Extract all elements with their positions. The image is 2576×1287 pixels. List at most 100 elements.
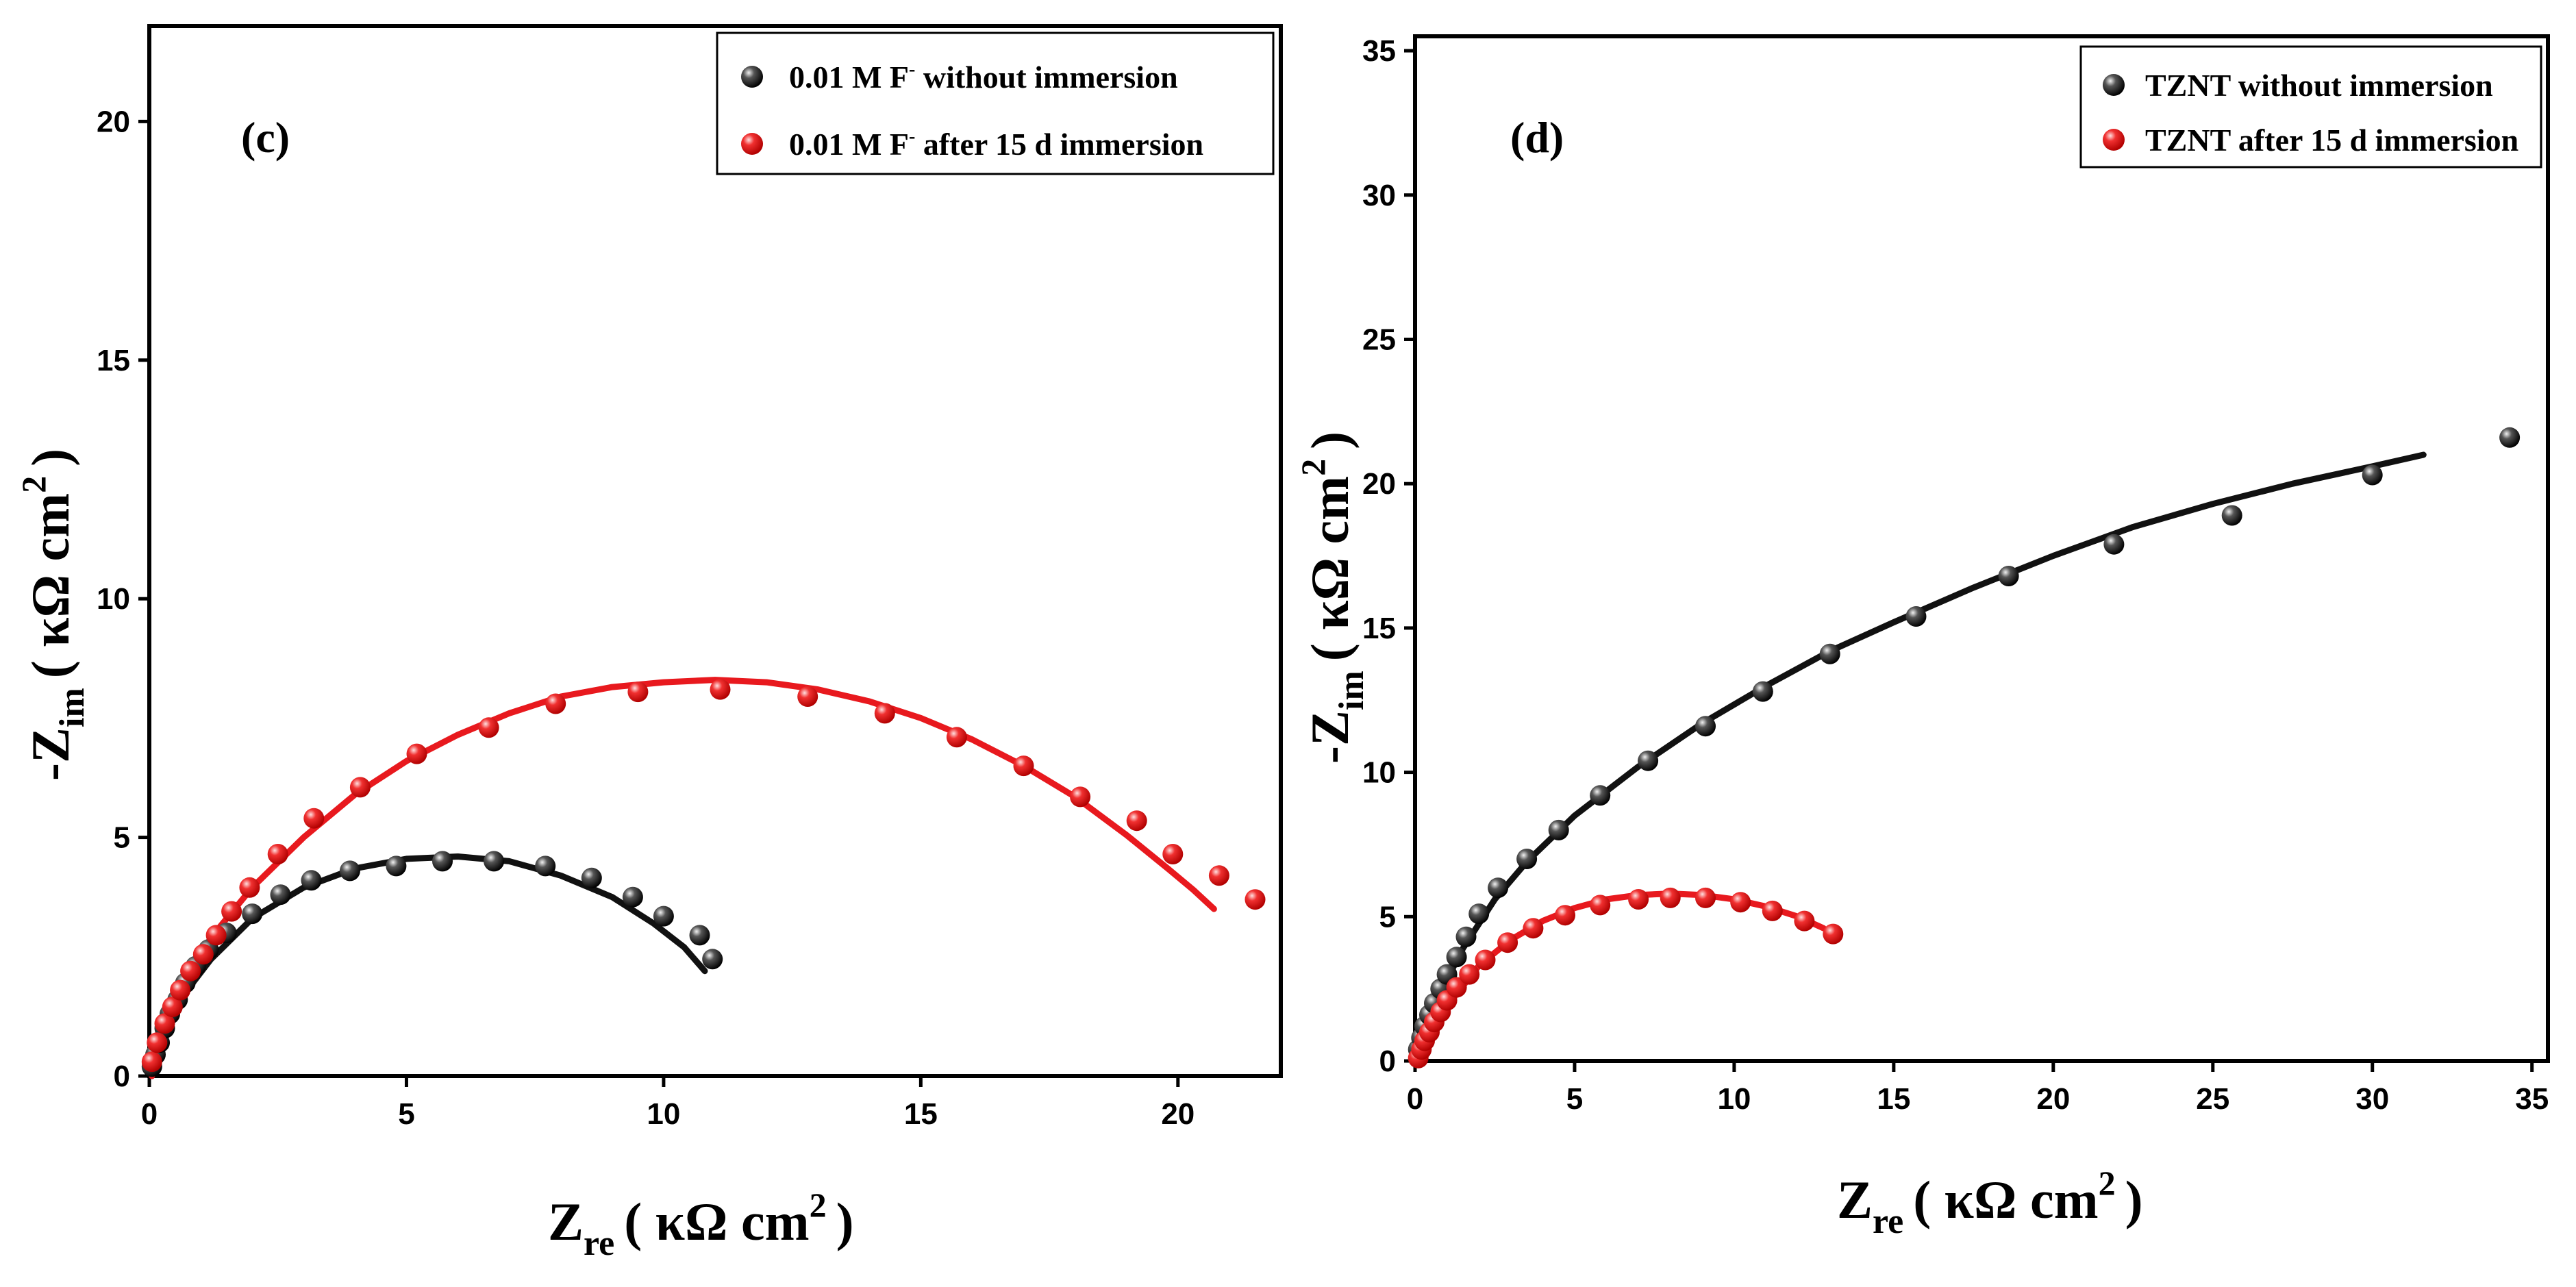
data-point-c-0-20	[653, 905, 674, 927]
data-point-d-1-11	[1523, 918, 1544, 939]
y-tick-label-d-7: 35	[1362, 34, 1396, 68]
data-point-c-1-26	[1245, 889, 1266, 910]
data-point-c-1-16	[627, 682, 649, 703]
y-tick-label-d-6: 30	[1362, 179, 1396, 212]
data-point-d-1-19	[1794, 910, 1815, 932]
data-point-d-1-9	[1475, 949, 1496, 971]
x-tick-label-d-1: 5	[1566, 1082, 1583, 1116]
panel-c: 0 5 10 15 20 0 5 10 15 20 (c) 0.01 M F- without i…	[14, 24, 1283, 1263]
data-point-d-1-18	[1762, 900, 1783, 921]
panel-label-c: (c)	[241, 113, 290, 162]
data-point-c-1-10	[267, 844, 288, 864]
data-point-c-1-4	[170, 979, 191, 1001]
data-point-c-1-5	[180, 960, 201, 982]
x-axis-label-c: Zre( κΩ cm2)	[548, 1186, 854, 1263]
data-point-d-1-7	[1446, 977, 1467, 998]
y-tick-label-c-3: 15	[97, 344, 130, 377]
data-point-d-1-12	[1555, 905, 1575, 926]
x-tick-label-c-1: 5	[398, 1097, 414, 1131]
x-tick-label-d-6: 30	[2355, 1082, 2389, 1116]
x-tick-label-d-3: 15	[1877, 1082, 1910, 1116]
data-point-d-1-17	[1730, 892, 1751, 913]
plot-frame-c	[147, 24, 1283, 1078]
data-point-d-0-18	[1905, 606, 1927, 627]
data-point-d-0-13	[1590, 785, 1611, 806]
data-point-c-0-12	[301, 870, 322, 891]
data-point-d-0-15	[1695, 716, 1716, 737]
data-point-c-0-21	[689, 925, 710, 946]
y-tick-label-d-4: 20	[1362, 467, 1396, 501]
data-point-d-0-8	[1455, 926, 1477, 947]
data-point-d-1-14	[1628, 889, 1649, 910]
legend-d: TZNT without immersion TZNT after 15 d i…	[2079, 45, 2542, 168]
legend-entry-1-c: 0.01 M F- without immersion	[789, 59, 1178, 95]
plot-frame-d	[1413, 34, 2550, 1063]
data-points-d	[1408, 427, 2521, 1069]
axes-d: 0 5 10 15 20 25 30 35 0 5 10 15 20 25 30 35	[1362, 34, 2549, 1116]
data-point-c-1-8	[221, 901, 242, 922]
data-point-c-0-19	[622, 886, 643, 908]
y-tick-label-c-4: 20	[97, 105, 130, 138]
x-tick-label-d-0: 0	[1407, 1082, 1423, 1116]
data-point-c-1-7	[205, 925, 227, 946]
fit-curves-d	[1412, 451, 2427, 1064]
data-point-d-1-10	[1497, 932, 1518, 953]
data-point-c-0-16	[484, 851, 505, 872]
data-point-c-0-22	[702, 949, 723, 970]
legend-c: 0.01 M F- without immersion 0.01 M F- af…	[716, 32, 1275, 175]
data-point-c-0-17	[535, 855, 556, 877]
x-tick-label-c-3: 15	[904, 1097, 938, 1131]
data-point-d-0-17	[1819, 643, 1840, 664]
data-point-d-0-16	[1752, 681, 1773, 702]
legend-marker-red-d	[2103, 129, 2125, 151]
data-point-d-1-16	[1695, 887, 1716, 908]
y-tick-label-d-1: 5	[1379, 900, 1396, 934]
panel-d: 0 5 10 15 20 25 30 35 0 5 10 15 20 25 30 35 (d) TZNT wi…	[1294, 34, 2550, 1241]
data-point-c-1-9	[239, 877, 260, 898]
data-point-d-0-10	[1488, 877, 1509, 899]
data-point-c-0-18	[581, 867, 602, 888]
y-tick-label-d-2: 10	[1362, 756, 1396, 790]
panel-label-d: (d)	[1510, 113, 1564, 162]
data-point-c-1-15	[545, 693, 566, 714]
data-point-c-1-14	[478, 717, 499, 738]
legend-box-c	[716, 32, 1275, 175]
data-point-d-1-15	[1660, 887, 1681, 908]
x-tick-label-d-4: 20	[2036, 1082, 2070, 1116]
legend-entry-2-c: 0.01 M F- after 15 d immersion	[789, 126, 1203, 162]
data-point-d-0-23	[2499, 427, 2521, 448]
data-point-c-1-24	[1162, 844, 1184, 864]
data-point-c-0-11	[270, 884, 291, 905]
y-tick-label-c-2: 10	[97, 582, 130, 616]
data-point-c-1-17	[710, 679, 731, 700]
y-tick-label-d-3: 15	[1362, 612, 1396, 645]
data-point-c-0-13	[339, 860, 360, 882]
fit-curve-c-0	[149, 853, 708, 1079]
data-point-d-0-11	[1516, 849, 1538, 869]
data-points-c	[141, 679, 1266, 1077]
data-point-c-1-11	[303, 808, 325, 829]
y-axis-label-c: -Zim( κΩ cm2)	[14, 449, 92, 781]
data-point-d-0-9	[1468, 903, 1490, 925]
x-tick-label-d-7: 35	[2515, 1082, 2549, 1116]
x-tick-label-d-2: 10	[1717, 1082, 1751, 1116]
y-axis-label-d: -Zim( κΩ cm2)	[1294, 432, 1371, 764]
data-point-d-0-20	[2103, 534, 2125, 555]
data-point-d-0-12	[1548, 819, 1569, 840]
data-point-d-0-7	[1446, 947, 1467, 968]
data-point-d-0-19	[1998, 566, 2019, 586]
data-point-c-1-18	[797, 686, 818, 707]
data-point-c-1-6	[192, 944, 214, 965]
data-point-c-0-15	[432, 851, 453, 872]
legend-marker-red-c	[741, 133, 763, 155]
data-point-c-1-1	[147, 1032, 168, 1053]
x-tick-label-c-0: 0	[141, 1097, 158, 1131]
fit-curve-d-0	[1412, 451, 2427, 1064]
legend-marker-black-c	[741, 66, 763, 88]
x-axis-label-d: Zre( κΩ cm2)	[1837, 1164, 2143, 1241]
data-point-c-0-10	[242, 903, 263, 925]
data-point-d-1-13	[1590, 895, 1611, 916]
data-point-c-1-20	[946, 727, 967, 748]
axes-c: 0 5 10 15 20 0 5 10 15 20	[97, 105, 1195, 1131]
